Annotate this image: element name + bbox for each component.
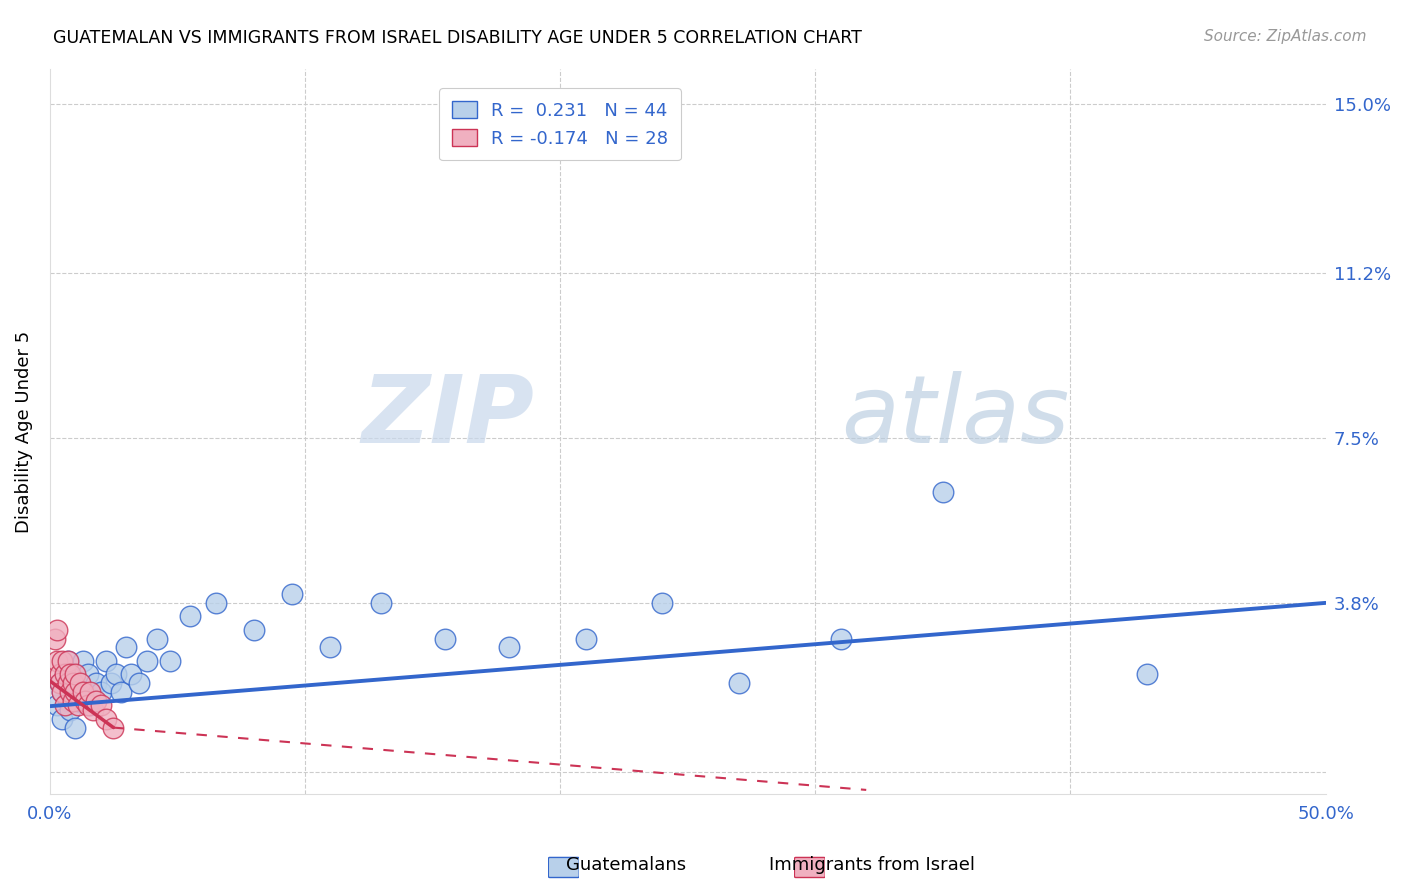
Point: [46, 698, 69, 713]
Point: [59, 667, 82, 681]
Point: [66, 698, 89, 713]
Point: [63, 685, 86, 699]
Point: [63, 667, 86, 681]
Text: Source: ZipAtlas.com: Source: ZipAtlas.com: [1204, 29, 1367, 45]
Point: [120, 667, 142, 681]
Point: [63, 721, 86, 735]
Point: [49, 676, 72, 690]
Point: [79, 698, 101, 713]
Point: [574, 632, 596, 646]
Point: [319, 640, 342, 655]
Point: [100, 676, 122, 690]
Point: [49, 667, 72, 681]
Point: [115, 640, 138, 655]
Point: [128, 676, 150, 690]
FancyBboxPatch shape: [794, 857, 825, 878]
Point: [90, 698, 112, 713]
Point: [77, 698, 100, 713]
Point: [94, 654, 117, 668]
Point: [49, 676, 72, 690]
Point: [79, 685, 101, 699]
Point: [204, 596, 226, 610]
Point: [56, 654, 79, 668]
Point: [51, 654, 73, 668]
Point: [159, 654, 181, 668]
Text: ZIP: ZIP: [361, 371, 534, 463]
FancyBboxPatch shape: [548, 857, 579, 878]
Point: [830, 632, 852, 646]
Point: [59, 676, 82, 690]
Point: [179, 609, 201, 624]
Point: [103, 721, 125, 735]
Point: [59, 685, 82, 699]
Point: [56, 654, 79, 668]
Point: [69, 676, 91, 690]
Point: [370, 596, 392, 610]
Text: Immigrants from Israel: Immigrants from Israel: [769, 855, 974, 873]
Point: [90, 685, 112, 699]
Point: [434, 632, 457, 646]
Point: [62, 685, 84, 699]
Point: [72, 685, 94, 699]
Text: atlas: atlas: [841, 371, 1069, 462]
Text: Guatemalans: Guatemalans: [565, 855, 686, 873]
Point: [51, 685, 73, 699]
Point: [62, 676, 84, 690]
Point: [59, 703, 82, 717]
Point: [110, 685, 132, 699]
Point: [51, 685, 73, 699]
Point: [44, 632, 66, 646]
Y-axis label: Disability Age Under 5: Disability Age Under 5: [15, 330, 32, 533]
Point: [51, 712, 73, 726]
Point: [932, 484, 955, 499]
Point: [82, 703, 104, 717]
Point: [498, 640, 520, 655]
Point: [56, 694, 79, 708]
Point: [77, 667, 100, 681]
Point: [69, 676, 91, 690]
Point: [243, 623, 266, 637]
Point: [651, 596, 673, 610]
Point: [135, 654, 157, 668]
Point: [727, 676, 749, 690]
Point: [94, 712, 117, 726]
Point: [75, 694, 97, 708]
Point: [105, 667, 128, 681]
Point: [84, 694, 107, 708]
Point: [46, 654, 69, 668]
Point: [66, 694, 89, 708]
Point: [146, 632, 169, 646]
Text: GUATEMALAN VS IMMIGRANTS FROM ISRAEL DISABILITY AGE UNDER 5 CORRELATION CHART: GUATEMALAN VS IMMIGRANTS FROM ISRAEL DIS…: [53, 29, 862, 47]
Point: [53, 667, 76, 681]
Point: [56, 676, 79, 690]
Point: [1136, 667, 1159, 681]
Legend: R =  0.231   N = 44, R = -0.174   N = 28: R = 0.231 N = 44, R = -0.174 N = 28: [439, 88, 681, 161]
Point: [75, 685, 97, 699]
Point: [53, 698, 76, 713]
Point: [53, 667, 76, 681]
Point: [46, 623, 69, 637]
Point: [62, 694, 84, 708]
Point: [72, 654, 94, 668]
Point: [84, 676, 107, 690]
Point: [281, 587, 304, 601]
Point: [63, 667, 86, 681]
